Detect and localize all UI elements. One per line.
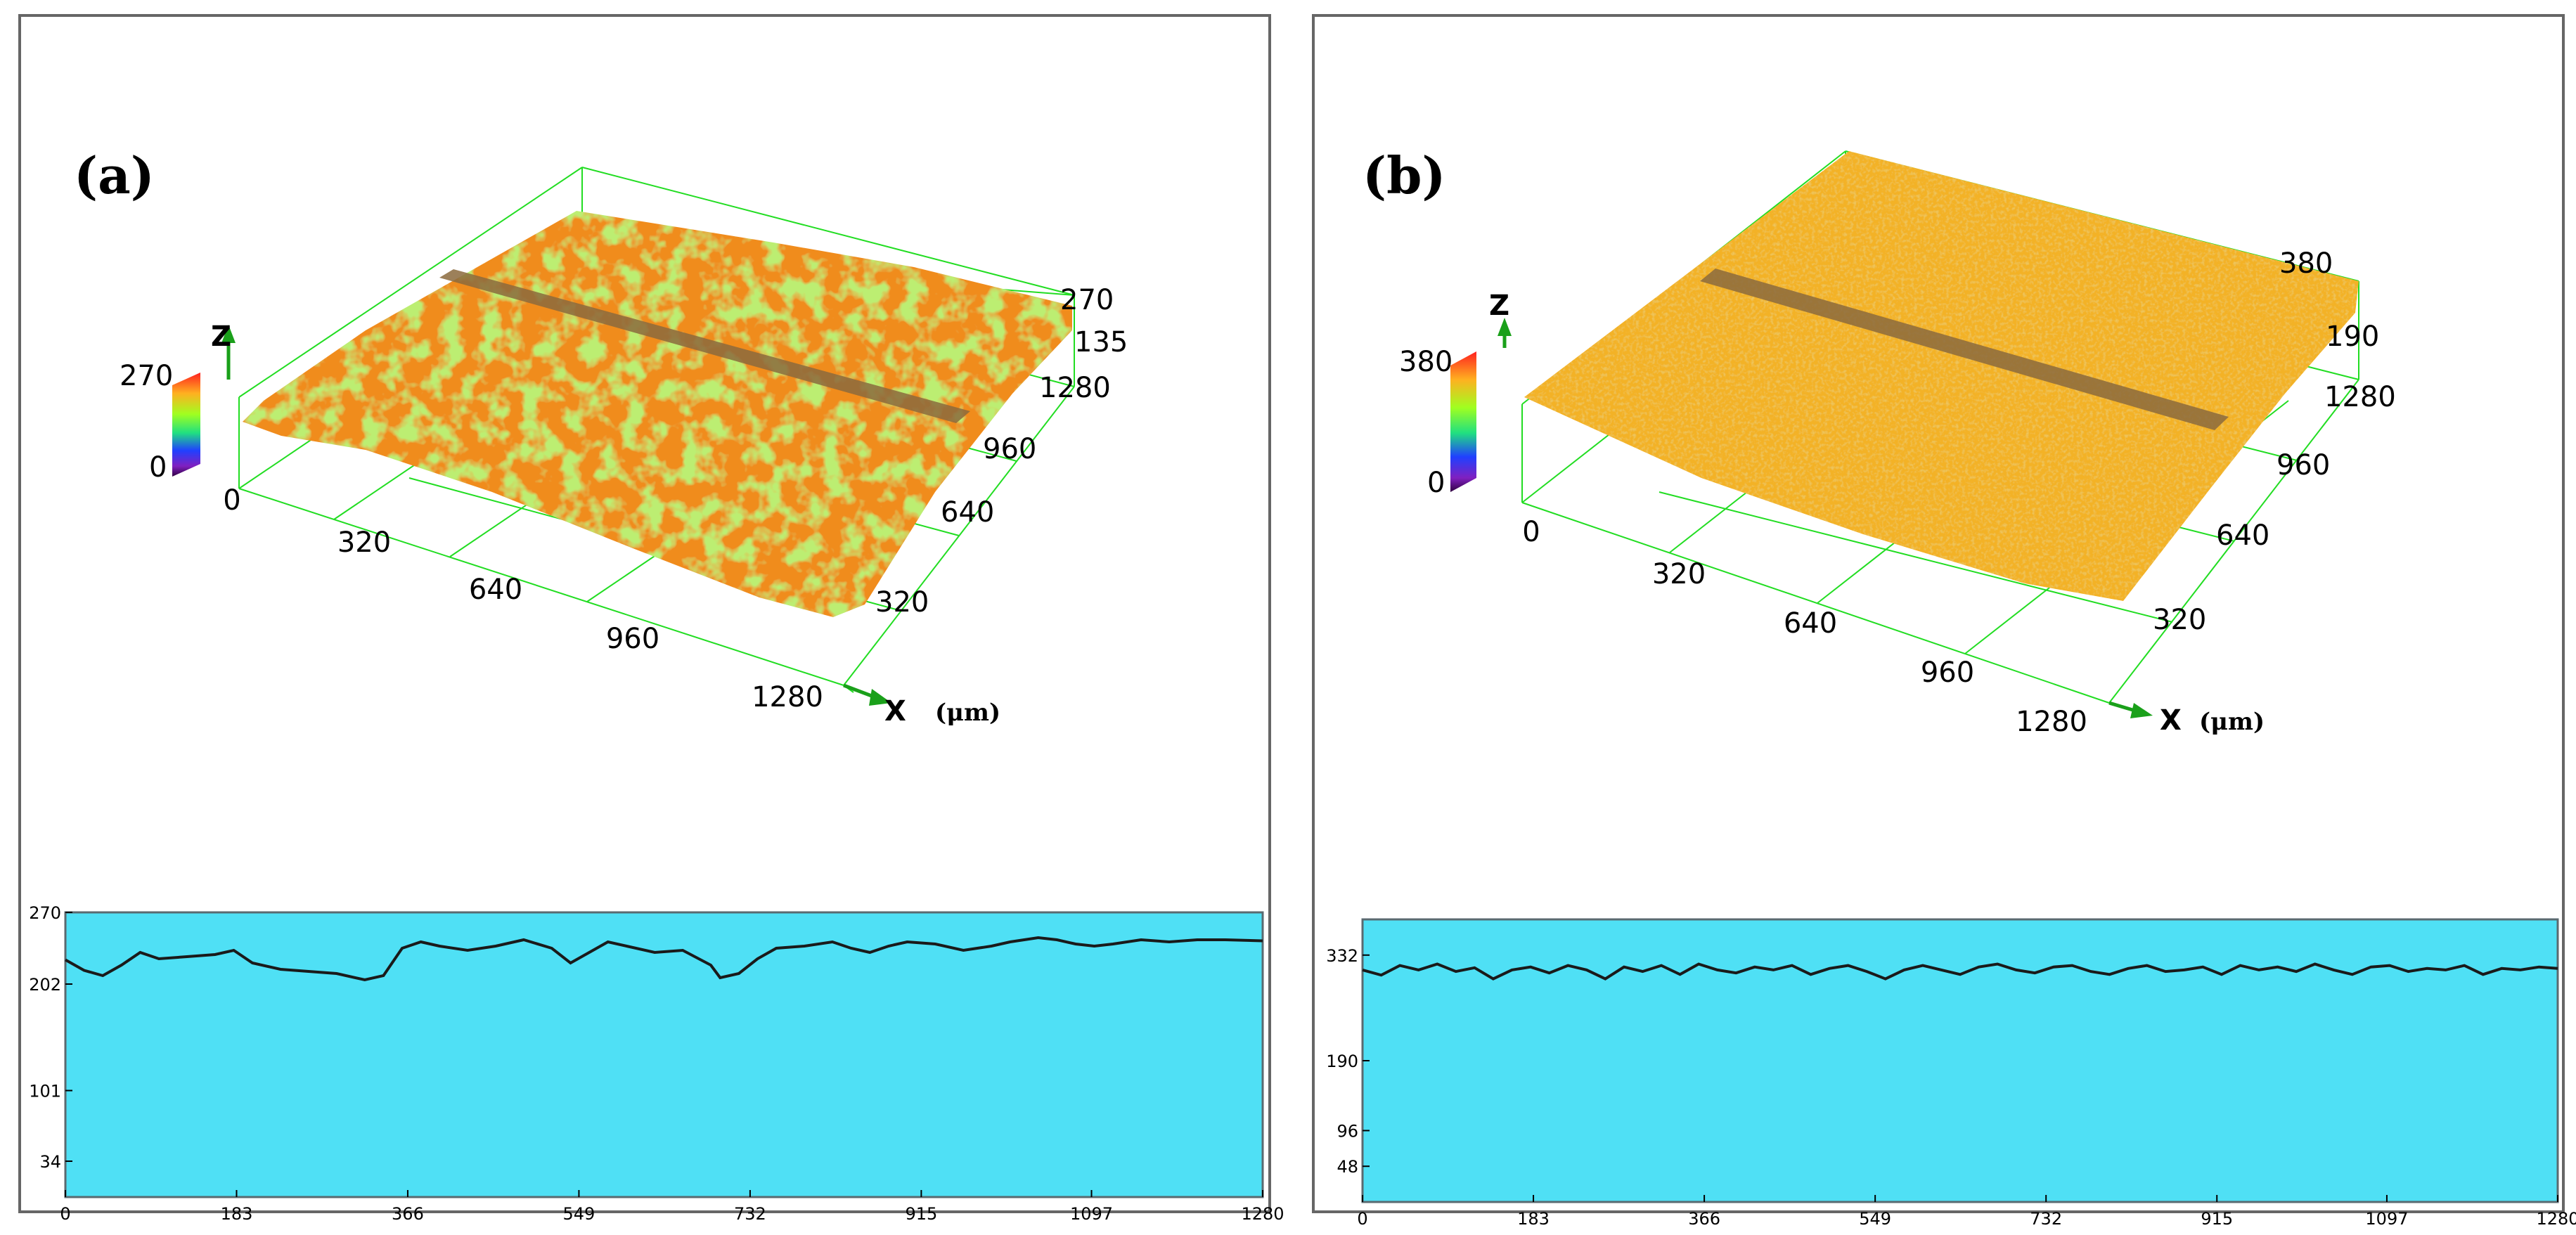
unit-label-b: (μm) <box>2199 708 2265 736</box>
surface-b <box>1524 151 2359 601</box>
y-ticks-b: 320 640 960 1280 <box>2153 381 2396 636</box>
x-tick-b-1: 320 <box>1652 558 1706 590</box>
profile-y-tick-a-0: 270 <box>29 903 61 923</box>
profile-line-a <box>65 936 1263 982</box>
y-tick-b-1: 640 <box>2216 519 2269 552</box>
profile-x-tick-b-7: 1280 <box>2536 1209 2576 1229</box>
profile-plot-area-b <box>1361 918 2559 1203</box>
z-tick-a-0: 135 <box>1074 326 1128 358</box>
colorbar-a: 270 0 <box>120 360 200 484</box>
profile-x-tick-b-0: 0 <box>1357 1209 1367 1229</box>
profile-y-tick-a-3: 34 <box>39 1152 61 1172</box>
svg-text:X: X <box>884 695 906 728</box>
profile-x-tick-b-6: 1097 <box>2365 1209 2408 1229</box>
x-tick-b-3: 960 <box>1921 657 1974 689</box>
z-tick-b-1: 380 <box>2279 247 2333 280</box>
panel-label-b: (b) <box>1363 146 1445 205</box>
profile-x-tick-a-0: 0 <box>60 1204 70 1224</box>
panel-b: (b) Z X (μm <box>1312 14 2576 1229</box>
y-tick-a-2: 960 <box>983 433 1036 465</box>
colorbar-min-a: 0 <box>149 451 167 484</box>
x-axis-arrow-b: X (μm) <box>2108 701 2265 737</box>
z-ticks-b: 190 380 <box>2279 247 2379 353</box>
y-tick-a-0: 320 <box>875 586 929 619</box>
svg-text:Z: Z <box>211 321 231 353</box>
profile-x-tick-a-3: 549 <box>563 1204 595 1224</box>
colorbar-max-b: 380 <box>1399 346 1453 378</box>
track-a <box>439 269 970 423</box>
x-axis-arrow-a: X (μm) <box>843 683 1000 728</box>
x-tick-a-2: 640 <box>469 574 522 606</box>
y-tick-b-2: 960 <box>2276 449 2330 481</box>
x-tick-a-0: 0 <box>223 484 240 517</box>
profile-x-tick-a-7: 1280 <box>1241 1204 1284 1224</box>
profile-x-tick-b-4: 732 <box>2030 1209 2062 1229</box>
profile-x-tick-a-6: 1097 <box>1070 1204 1113 1224</box>
x-tick-b-0: 0 <box>1522 516 1540 548</box>
profile-y-tick-b-2: 96 <box>1337 1121 1358 1141</box>
x-tick-a-3: 960 <box>606 623 659 655</box>
unit-label-a: (μm) <box>935 699 1000 727</box>
svg-text:Z: Z <box>1489 290 1509 322</box>
track-b <box>1700 269 2229 430</box>
svg-text:X: X <box>2160 704 2182 737</box>
colorbar-max-a: 270 <box>120 360 173 392</box>
profile-plot-area-a <box>64 911 1264 1198</box>
z-tick-b-0: 190 <box>2326 321 2379 353</box>
x-tick-b-2: 640 <box>1784 607 1837 640</box>
profile-chart-b: 332 190 96 48 0 183 366 549 732 915 1097 1280 <box>1326 918 2576 1229</box>
z-axis-b: Z <box>1489 290 1512 348</box>
panel-label-a: (a) <box>74 146 155 205</box>
profile-x-tick-a-2: 366 <box>392 1204 424 1224</box>
y-tick-b-0: 320 <box>2153 604 2206 636</box>
profile-y-tick-b-1: 190 <box>1326 1052 1358 1071</box>
profile-y-tick-b-3: 48 <box>1337 1157 1358 1177</box>
x-tick-a-1: 320 <box>337 526 391 559</box>
profile-x-tick-b-5: 915 <box>2201 1209 2233 1229</box>
x-tick-a-4: 1280 <box>752 681 823 713</box>
profile-x-tick-a-4: 732 <box>734 1204 766 1224</box>
y-tick-a-3: 1280 <box>1039 372 1111 404</box>
z-axis-a: Z <box>211 321 236 380</box>
x-ticks-b: 0 320 640 960 1280 <box>1522 516 2087 738</box>
profile-x-tick-a-1: 183 <box>221 1204 253 1224</box>
panel-a: (a) Z <box>18 14 1284 1224</box>
profile-line-b <box>1362 962 2558 981</box>
colorbar-min-b: 0 <box>1427 467 1445 499</box>
y-ticks-a: 320 640 960 1280 <box>875 372 1111 619</box>
profile-chart-a: 270 202 101 34 0 183 366 549 732 915 1097 1280 <box>29 903 1284 1224</box>
surface-a <box>243 211 1072 617</box>
profile-y-tick-a-1: 202 <box>29 975 61 995</box>
profile-x-tick-b-2: 366 <box>1688 1209 1720 1229</box>
profile-x-tick-b-1: 183 <box>1517 1209 1550 1229</box>
z-tick-a-1: 270 <box>1060 284 1114 316</box>
profile-x-tick-b-3: 549 <box>1859 1209 1891 1229</box>
x-tick-b-4: 1280 <box>2016 706 2087 738</box>
colorbar-b: 380 0 <box>1399 346 1476 499</box>
profile-x-tick-a-5: 915 <box>905 1204 937 1224</box>
y-tick-a-1: 640 <box>941 496 994 529</box>
profile-y-tick-a-2: 101 <box>29 1082 61 1101</box>
z-ticks-a: 135 270 <box>1060 284 1128 358</box>
profile-y-tick-b-0: 332 <box>1326 946 1358 966</box>
y-tick-b-3: 1280 <box>2324 381 2396 413</box>
x-ticks-a: 0 320 640 960 1280 <box>223 484 823 713</box>
